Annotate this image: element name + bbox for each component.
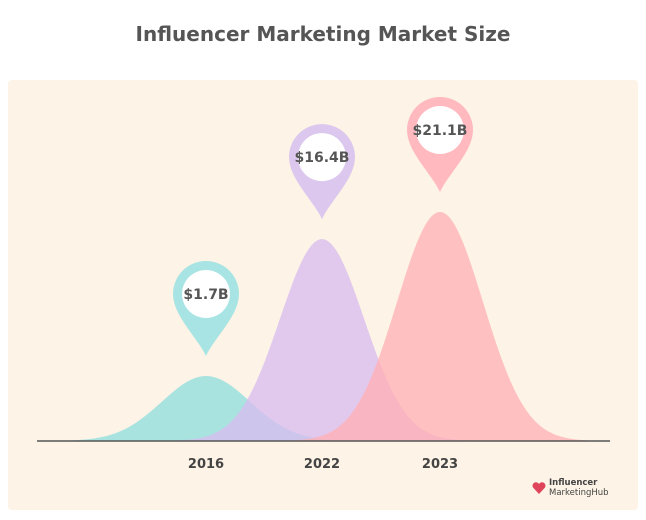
data-label-2016: $1.7B xyxy=(183,287,228,303)
bell-curve-2016 xyxy=(30,376,382,441)
chart-title: Influencer Marketing Market Size xyxy=(135,22,511,46)
data-label-2022: $16.4B xyxy=(295,150,350,166)
bell-curves xyxy=(30,212,612,441)
heart-logo-icon xyxy=(532,482,546,494)
data-label-2023: $21.1B xyxy=(413,123,468,139)
bell-curve-2023 xyxy=(268,212,612,441)
logo-text-line2: MarketingHub xyxy=(549,488,609,498)
x-tick-label-2022: 2022 xyxy=(304,457,340,472)
logo-text-line1: Influencer xyxy=(549,478,598,488)
x-tick-label-2023: 2023 xyxy=(422,457,458,472)
value-pins: $1.7B $16.4B $21.1B xyxy=(173,97,473,356)
map-pin-inner-2023 xyxy=(416,106,464,154)
map-pin-inner-2016 xyxy=(182,269,230,318)
map-pin-inner-2022 xyxy=(298,133,346,182)
bell-curve-2022 xyxy=(154,239,490,441)
x-tick-label-2016: 2016 xyxy=(188,457,224,472)
influencer-marketing-hub-logo: Influencer MarketingHub xyxy=(532,474,632,504)
